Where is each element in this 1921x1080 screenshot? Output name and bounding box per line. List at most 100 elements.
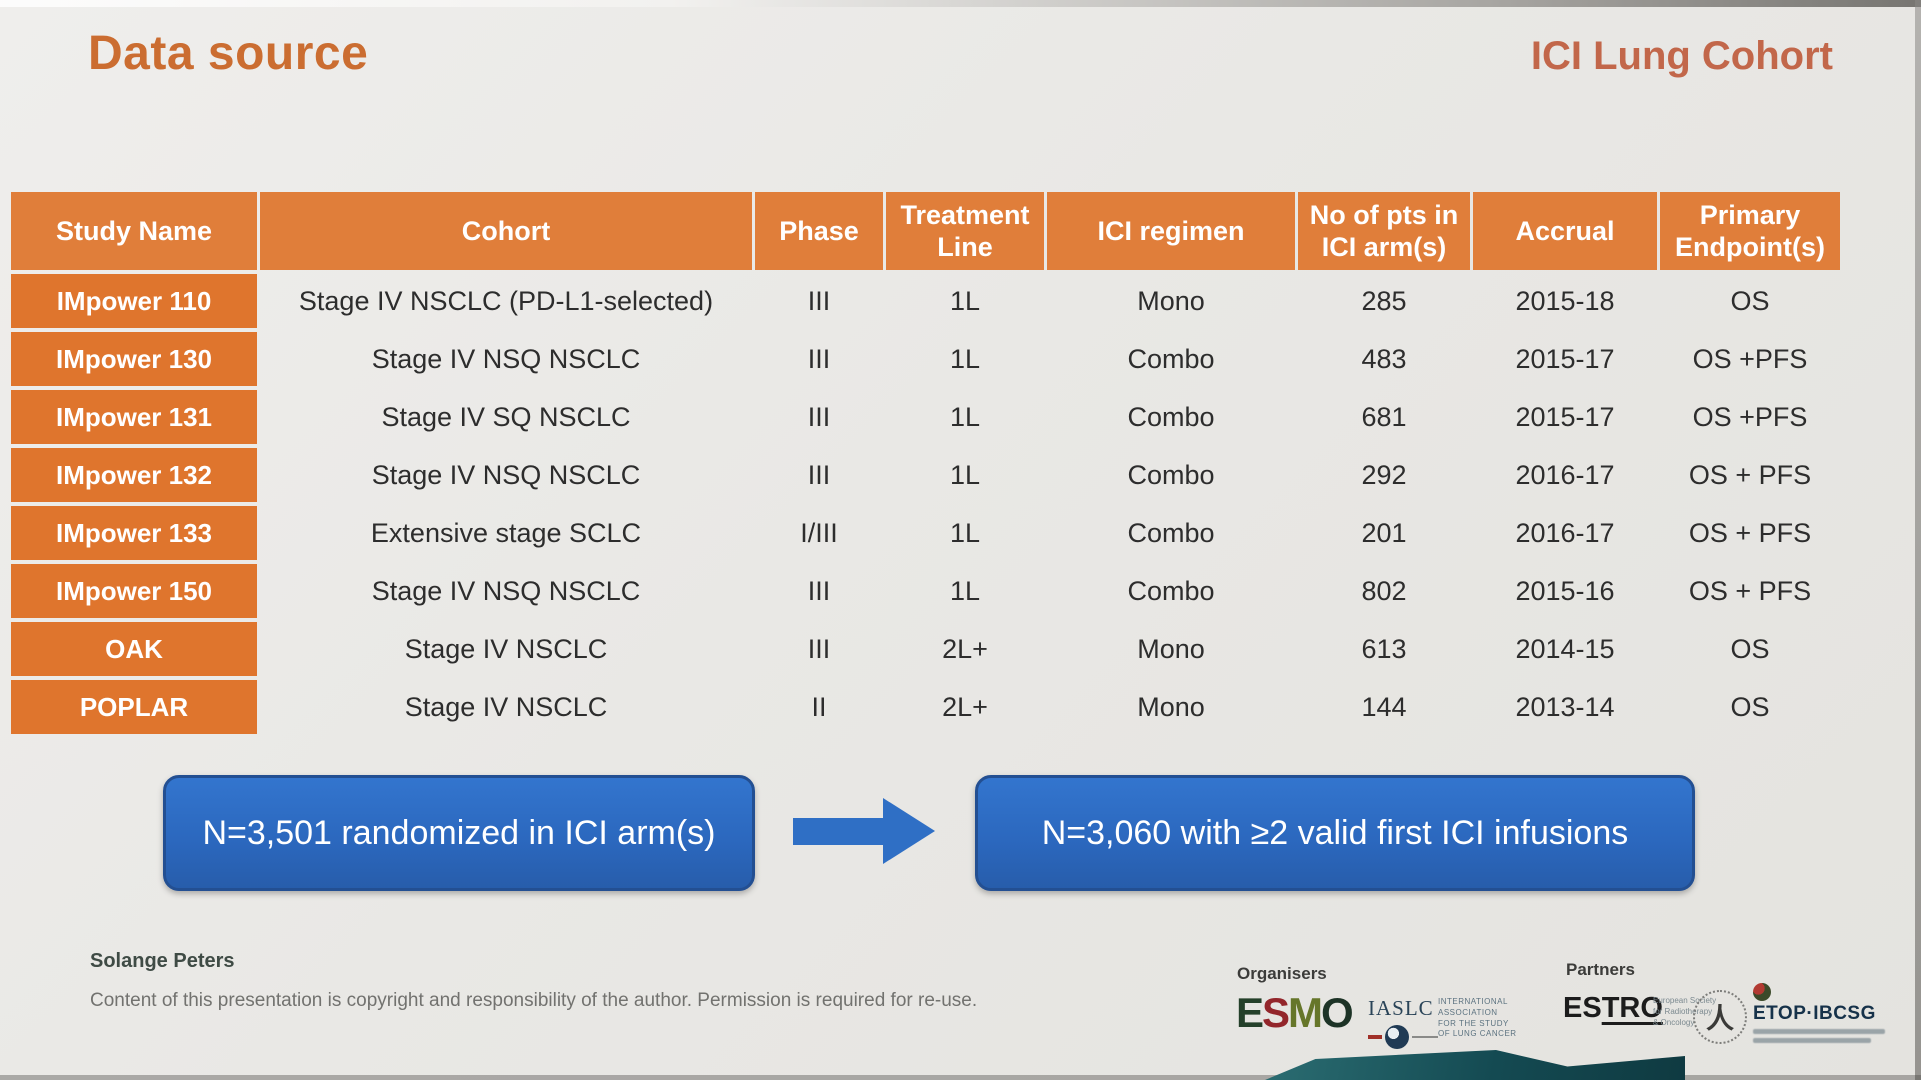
endpoint-cell: OS (1730, 633, 1770, 664)
arrow-head (883, 798, 935, 864)
accrual-cell: 2014-15 (1515, 633, 1615, 664)
etop-subtext-bar (1753, 1038, 1871, 1043)
cohort-cell: Stage IV NSQ NSCLC (371, 343, 641, 374)
esmo-logo: ESMO (1236, 989, 1354, 1036)
column-header-phase: Phase (755, 192, 883, 270)
accrual-cell: 2015-18 (1515, 285, 1615, 316)
study-cell: IMpower 150 (11, 564, 257, 618)
photo-top-edge (0, 0, 1921, 7)
endpoint-cell: OS +PFS (1692, 343, 1808, 374)
cohort-cell: Stage IV NSQ NSCLC (371, 459, 641, 490)
study-cell: IMpower 130 (11, 332, 257, 386)
study-cell: IMpower 110 (11, 274, 257, 328)
column-header-treatment-line: Treatment Line (886, 192, 1044, 270)
line-cell: 1L (949, 517, 981, 548)
study-cell: OAK (11, 622, 257, 676)
partners-label: Partners (1566, 960, 1635, 979)
endpoint-cell: OS + PFS (1688, 575, 1812, 606)
pts-cell: 802 (1361, 575, 1407, 606)
etop-ibcsg-logo: ETOP·IBCSG (1753, 983, 1885, 1043)
pts-cell: 483 (1361, 343, 1407, 374)
column-header-cohort: Cohort (260, 192, 752, 270)
organisers-label: Organisers (1237, 964, 1327, 983)
line-cell: 1L (949, 285, 981, 316)
line-cell: 1L (949, 459, 981, 490)
esmo-letter: M (1288, 989, 1323, 1036)
regimen-cell: Combo (1127, 575, 1215, 606)
column-header-endpoint: Primary Endpoint(s) (1660, 192, 1840, 270)
accrual-cell: 2015-17 (1515, 343, 1615, 374)
cohort-cell: Stage IV NSCLC (PD-L1-selected) (298, 285, 714, 316)
table-header-row: Study Name Cohort Phase Treatment Line I… (11, 192, 1840, 270)
table-row: IMpower 110 Stage IV NSCLC (PD-L1-select… (11, 274, 1840, 328)
estro-logo: ESTRO (1563, 992, 1663, 1025)
pts-cell: 201 (1361, 517, 1407, 548)
column-header-pts: No of pts in ICI arm(s) (1298, 192, 1470, 270)
regimen-cell: Mono (1137, 691, 1205, 722)
line-cell: 1L (949, 401, 981, 432)
pts-cell: 144 (1361, 691, 1407, 722)
person-emblem-logo: 人 (1693, 990, 1747, 1044)
cohort-cell: Stage IV NSCLC (404, 633, 608, 664)
cohort-cell: Stage IV NSQ NSCLC (371, 575, 641, 606)
estro-wordmark-underlined: TRO (1601, 992, 1663, 1024)
table-row: IMpower 133 Extensive stage SCLC I/III 1… (11, 506, 1840, 560)
estro-society-name: European Society for Radiotherapy & Onco… (1653, 996, 1717, 1028)
accrual-cell: 2013-14 (1515, 691, 1615, 722)
phase-cell: II (811, 691, 827, 722)
endpoint-cell: OS (1730, 285, 1770, 316)
accrual-cell: 2015-16 (1515, 575, 1615, 606)
regimen-cell: Combo (1127, 401, 1215, 432)
accrual-cell: 2016-17 (1515, 459, 1615, 490)
table-row: IMpower 130 Stage IV NSQ NSCLC III 1L Co… (11, 332, 1840, 386)
pts-cell: 681 (1361, 401, 1407, 432)
iaslc-wordmark: IASLC (1368, 996, 1434, 1020)
line-cell: 2L+ (942, 633, 988, 664)
pts-cell: 292 (1361, 459, 1407, 490)
regimen-cell: Combo (1127, 517, 1215, 548)
etop-subtext-bar (1753, 1029, 1885, 1034)
table-row: IMpower 132 Stage IV NSQ NSCLC III 1L Co… (11, 448, 1840, 502)
phase-cell: I/III (800, 517, 838, 548)
pts-cell: 285 (1361, 285, 1407, 316)
endpoint-cell: OS + PFS (1688, 517, 1812, 548)
globe-icon (1368, 1025, 1438, 1049)
esmo-letter: E (1236, 989, 1264, 1036)
author-name: Solange Peters (90, 950, 235, 972)
study-cell: POPLAR (11, 680, 257, 734)
phase-cell: III (807, 343, 831, 374)
phase-cell: III (807, 285, 831, 316)
line-cell: 1L (949, 575, 981, 606)
column-header-regimen: ICI regimen (1047, 192, 1295, 270)
cohort-cell: Stage IV SQ NSCLC (381, 401, 631, 432)
phase-cell: III (807, 459, 831, 490)
table-row: IMpower 150 Stage IV NSQ NSCLC III 1L Co… (11, 564, 1840, 618)
table-row: IMpower 131 Stage IV SQ NSCLC III 1L Com… (11, 390, 1840, 444)
study-cell: IMpower 131 (11, 390, 257, 444)
table-row: OAK Stage IV NSCLC III 2L+ Mono 613 2014… (11, 622, 1840, 676)
valid-infusions-count-box: N=3,060 with ≥2 valid first ICI infusion… (975, 775, 1695, 891)
etop-badge-icon (1753, 983, 1771, 1001)
regimen-cell: Mono (1137, 633, 1205, 664)
esmo-letter: S (1262, 989, 1290, 1036)
phase-cell: III (807, 401, 831, 432)
cohort-cell: Stage IV NSCLC (404, 691, 608, 722)
study-cell: IMpower 132 (11, 448, 257, 502)
cohort-cell: Extensive stage SCLC (370, 517, 642, 548)
photo-right-edge (1915, 0, 1921, 1080)
cohort-label: ICI Lung Cohort (1530, 34, 1833, 78)
study-cell: IMpower 133 (11, 506, 257, 560)
iaslc-association-name: International Association For the study … (1438, 997, 1517, 1039)
teal-foreground-shape (1265, 1050, 1685, 1080)
arrow-shaft (793, 818, 883, 845)
line-cell: 1L (949, 343, 981, 374)
pts-cell: 613 (1361, 633, 1407, 664)
phase-cell: III (807, 575, 831, 606)
randomized-count-box: N=3,501 randomized in ICI arm(s) (163, 775, 755, 891)
copyright-notice: Content of this presentation is copyrigh… (90, 990, 978, 1011)
column-header-accrual: Accrual (1473, 192, 1657, 270)
estro-wordmark: ES (1563, 992, 1602, 1024)
regimen-cell: Combo (1127, 343, 1215, 374)
phase-cell: III (807, 633, 831, 664)
endpoint-cell: OS + PFS (1688, 459, 1812, 490)
